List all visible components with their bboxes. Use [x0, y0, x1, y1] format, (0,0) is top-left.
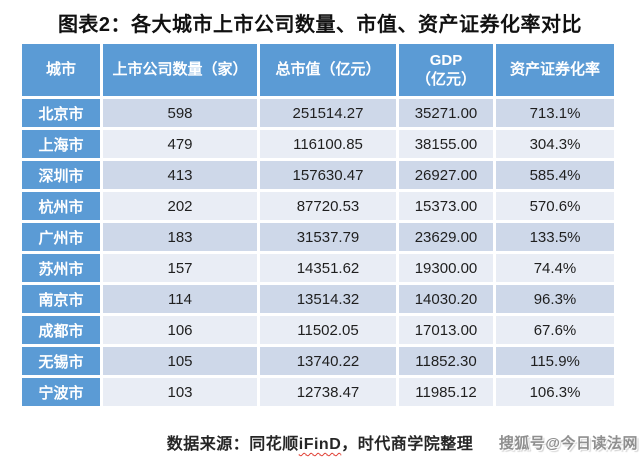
marketcap-cell: 251514.27: [260, 99, 396, 127]
companies-cell: 413: [103, 161, 257, 189]
securitization-cell: 585.4%: [496, 161, 614, 189]
header-row: 城市 上市公司数量（家） 总市值（亿元） GDP （亿元） 资产证券化率: [22, 44, 614, 96]
marketcap-cell: 157630.47: [260, 161, 396, 189]
companies-cell: 105: [103, 347, 257, 375]
companies-cell: 598: [103, 99, 257, 127]
marketcap-cell: 31537.79: [260, 223, 396, 251]
gdp-cell: 35271.00: [399, 99, 493, 127]
sohu-watermark: 搜狐号@今日读法网: [498, 435, 638, 452]
city-cell: 苏州市: [22, 254, 100, 282]
col-header-gdp-unit: （亿元）: [415, 71, 476, 88]
city-cell: 宁波市: [22, 378, 100, 406]
gdp-cell: 38155.00: [399, 130, 493, 158]
companies-cell: 103: [103, 378, 257, 406]
companies-cell: 114: [103, 285, 257, 313]
city-cell: 上海市: [22, 130, 100, 158]
gdp-cell: 23629.00: [399, 223, 493, 251]
col-header-companies-label: 上市公司数量（家）: [112, 61, 248, 79]
companies-cell: 106: [103, 316, 257, 344]
col-header-marketcap-label: 总市值（亿元）: [275, 61, 381, 79]
securitization-cell: 570.6%: [496, 192, 614, 220]
caption-row: 数据来源：同花顺iFinD，时代商学院整理 搜狐号@今日读法网: [0, 430, 640, 456]
col-header-securitization-label: 资产证券化率: [509, 61, 600, 79]
securitization-cell: 106.3%: [496, 378, 614, 406]
marketcap-cell: 13740.22: [260, 347, 396, 375]
data-source-caption: 数据来源：同花顺iFinD，时代商学院整理: [0, 430, 640, 454]
col-header-securitization: 资产证券化率: [496, 44, 614, 96]
gdp-cell: 11985.12: [399, 378, 493, 406]
companies-cell: 202: [103, 192, 257, 220]
city-comparison-table: 城市 上市公司数量（家） 总市值（亿元） GDP （亿元） 资产证券化率 北京市: [19, 41, 617, 409]
figure-title: 图表2：各大城市上市公司数量、市值、资产证券化率对比: [57, 14, 583, 36]
securitization-cell: 115.9%: [496, 347, 614, 375]
col-header-marketcap: 总市值（亿元）: [260, 44, 396, 96]
table-row: 无锡市 105 13740.22 11852.30 115.9%: [22, 347, 614, 375]
table-row: 宁波市 103 12738.47 11985.12 106.3%: [22, 378, 614, 406]
table-row: 上海市 479 116100.85 38155.00 304.3%: [22, 130, 614, 158]
securitization-cell: 74.4%: [496, 254, 614, 282]
marketcap-cell: 14351.62: [260, 254, 396, 282]
gdp-cell: 15373.00: [399, 192, 493, 220]
gdp-cell: 26927.00: [399, 161, 493, 189]
col-header-city-label: 城市: [45, 61, 76, 79]
companies-cell: 479: [103, 130, 257, 158]
source-prefix: 数据来源：同花顺: [166, 436, 299, 453]
securitization-cell: 96.3%: [496, 285, 614, 313]
city-cell: 无锡市: [22, 347, 100, 375]
gdp-cell: 17013.00: [399, 316, 493, 344]
securitization-cell: 713.1%: [496, 99, 614, 127]
marketcap-cell: 13514.32: [260, 285, 396, 313]
city-cell: 北京市: [22, 99, 100, 127]
gdp-cell: 19300.00: [399, 254, 493, 282]
table-row: 深圳市 413 157630.47 26927.00 585.4%: [22, 161, 614, 189]
table-row: 成都市 106 11502.05 17013.00 67.6%: [22, 316, 614, 344]
marketcap-cell: 87720.53: [260, 192, 396, 220]
table-row: 广州市 183 31537.79 23629.00 133.5%: [22, 223, 614, 251]
companies-cell: 183: [103, 223, 257, 251]
table-row: 北京市 598 251514.27 35271.00 713.1%: [22, 99, 614, 127]
companies-cell: 157: [103, 254, 257, 282]
gdp-cell: 11852.30: [399, 347, 493, 375]
city-cell: 南京市: [22, 285, 100, 313]
gdp-cell: 14030.20: [399, 285, 493, 313]
city-cell: 杭州市: [22, 192, 100, 220]
city-cell: 成都市: [22, 316, 100, 344]
table-row: 南京市 114 13514.32 14030.20 96.3%: [22, 285, 614, 313]
marketcap-cell: 11502.05: [260, 316, 396, 344]
city-cell: 广州市: [22, 223, 100, 251]
securitization-cell: 67.6%: [496, 316, 614, 344]
marketcap-cell: 116100.85: [260, 130, 396, 158]
col-header-gdp: GDP （亿元）: [399, 44, 493, 96]
source-suffix: ，时代商学院整理: [341, 436, 474, 453]
marketcap-cell: 12738.47: [260, 378, 396, 406]
table-row: 杭州市 202 87720.53 15373.00 570.6%: [22, 192, 614, 220]
table-row: 苏州市 157 14351.62 19300.00 74.4%: [22, 254, 614, 282]
ifind-brand: iFinD: [298, 436, 342, 453]
securitization-cell: 304.3%: [496, 130, 614, 158]
col-header-city: 城市: [22, 44, 100, 96]
col-header-gdp-label: GDP: [429, 51, 463, 69]
city-cell: 深圳市: [22, 161, 100, 189]
securitization-cell: 133.5%: [496, 223, 614, 251]
col-header-companies: 上市公司数量（家）: [103, 44, 257, 96]
table-body: 北京市 598 251514.27 35271.00 713.1% 上海市 47…: [22, 99, 614, 406]
